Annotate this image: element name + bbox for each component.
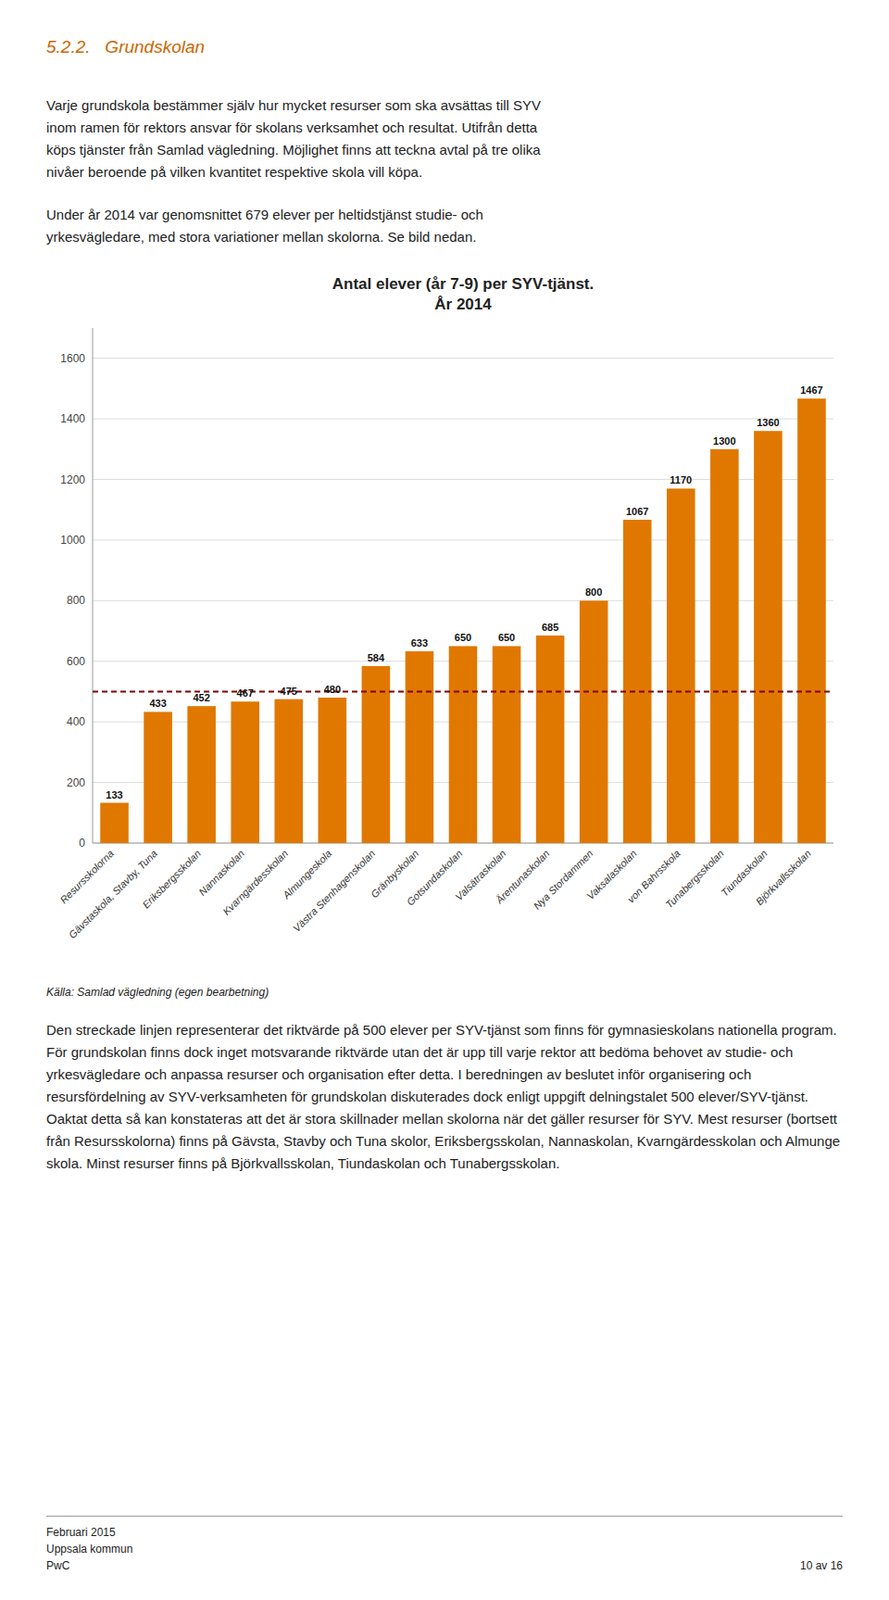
data-label: 685	[541, 621, 559, 633]
chart-title: Antal elever (år 7-9) per SYV-tjänst.	[332, 275, 595, 293]
x-tick-label: Nya Stordammen	[531, 847, 596, 912]
data-label: 480	[324, 683, 341, 695]
paragraph: Under år 2014 var genomsnittet 679 eleve…	[46, 203, 843, 249]
grid-line	[92, 357, 834, 359]
data-label: 1067	[626, 505, 649, 517]
chart-subtitle: År 2014	[434, 295, 492, 314]
bar	[579, 600, 609, 843]
footer-right: 10 av 16	[800, 1556, 843, 1574]
data-label: 475	[280, 685, 298, 697]
y-tick-label: 1400	[60, 412, 86, 426]
data-label: 467	[237, 687, 254, 699]
data-label: 1467	[800, 384, 823, 396]
x-tick-label: Gotsundaskolan	[404, 847, 465, 908]
data-label: 650	[498, 631, 515, 643]
bar	[362, 665, 391, 843]
plot-area	[92, 398, 834, 843]
x-tick-label: Eriksbergsskolan	[139, 847, 203, 911]
y-axis-line	[92, 327, 94, 843]
data-label: 1360	[756, 416, 779, 428]
bar	[405, 651, 435, 843]
y-tick-label: 200	[66, 776, 86, 789]
y-tick-label: 400	[66, 714, 86, 728]
data-label: 452	[192, 691, 210, 703]
bar	[536, 635, 565, 843]
data-label: 433	[149, 697, 166, 709]
bar	[753, 430, 783, 843]
paragraph: Den streckade linjen representerar det r…	[46, 1018, 843, 1175]
footer: Februari 2015 Uppsala kommun PwC 10 av 16	[46, 1515, 843, 1574]
bar	[710, 449, 739, 843]
x-tick-label: Björkvallsskolan	[753, 847, 814, 907]
data-label: 800	[585, 586, 602, 598]
data-label: 650	[454, 631, 472, 643]
bar	[274, 699, 303, 843]
bar	[100, 802, 129, 843]
y-tick-label: 1200	[60, 473, 86, 487]
y-tick-label: 0	[78, 836, 86, 850]
bar	[318, 697, 348, 843]
y-tick-label: 1000	[60, 533, 86, 547]
bar	[187, 705, 216, 843]
data-label: 584	[367, 651, 386, 664]
source-text: Källa: Samlad vägledning (egen bearbetni…	[46, 985, 843, 999]
section-heading: 5.2.2. Grundskolan	[46, 37, 843, 58]
bar	[492, 645, 522, 843]
bar	[449, 645, 478, 843]
y-tick-label: 800	[66, 593, 86, 607]
bar	[797, 398, 827, 843]
data-label: 133	[105, 788, 123, 801]
x-tick-label: Gävstaskola, Stavby, Tuna	[66, 847, 160, 940]
bar	[623, 519, 652, 843]
page: 5.2.2. Grundskolan Varje grundskola bestä…	[0, 0, 889, 1600]
data-label: 1300	[713, 435, 736, 447]
y-tick-label: 600	[66, 654, 86, 668]
y-tick-label: 1600	[60, 351, 86, 365]
data-label: 633	[411, 637, 428, 649]
bar	[230, 701, 260, 843]
bar-chart: Antal elever (år 7-9) per SYV-tjänst. År …	[46, 268, 843, 982]
bar	[143, 711, 173, 843]
grid-line	[92, 418, 834, 420]
bar	[666, 488, 696, 843]
x-tick-label: Västra Stenhagenskolan	[290, 847, 377, 934]
footer-left: Februari 2015 Uppsala kommun PwC	[46, 1523, 133, 1574]
data-label: 1170	[669, 474, 692, 486]
x-tick-label: Kvarngärdesskolan	[220, 847, 290, 917]
x-tick-label: Tunabergsskolan	[663, 847, 727, 911]
paragraph: Varje grundskola bestämmer själv hur myc…	[46, 94, 843, 184]
